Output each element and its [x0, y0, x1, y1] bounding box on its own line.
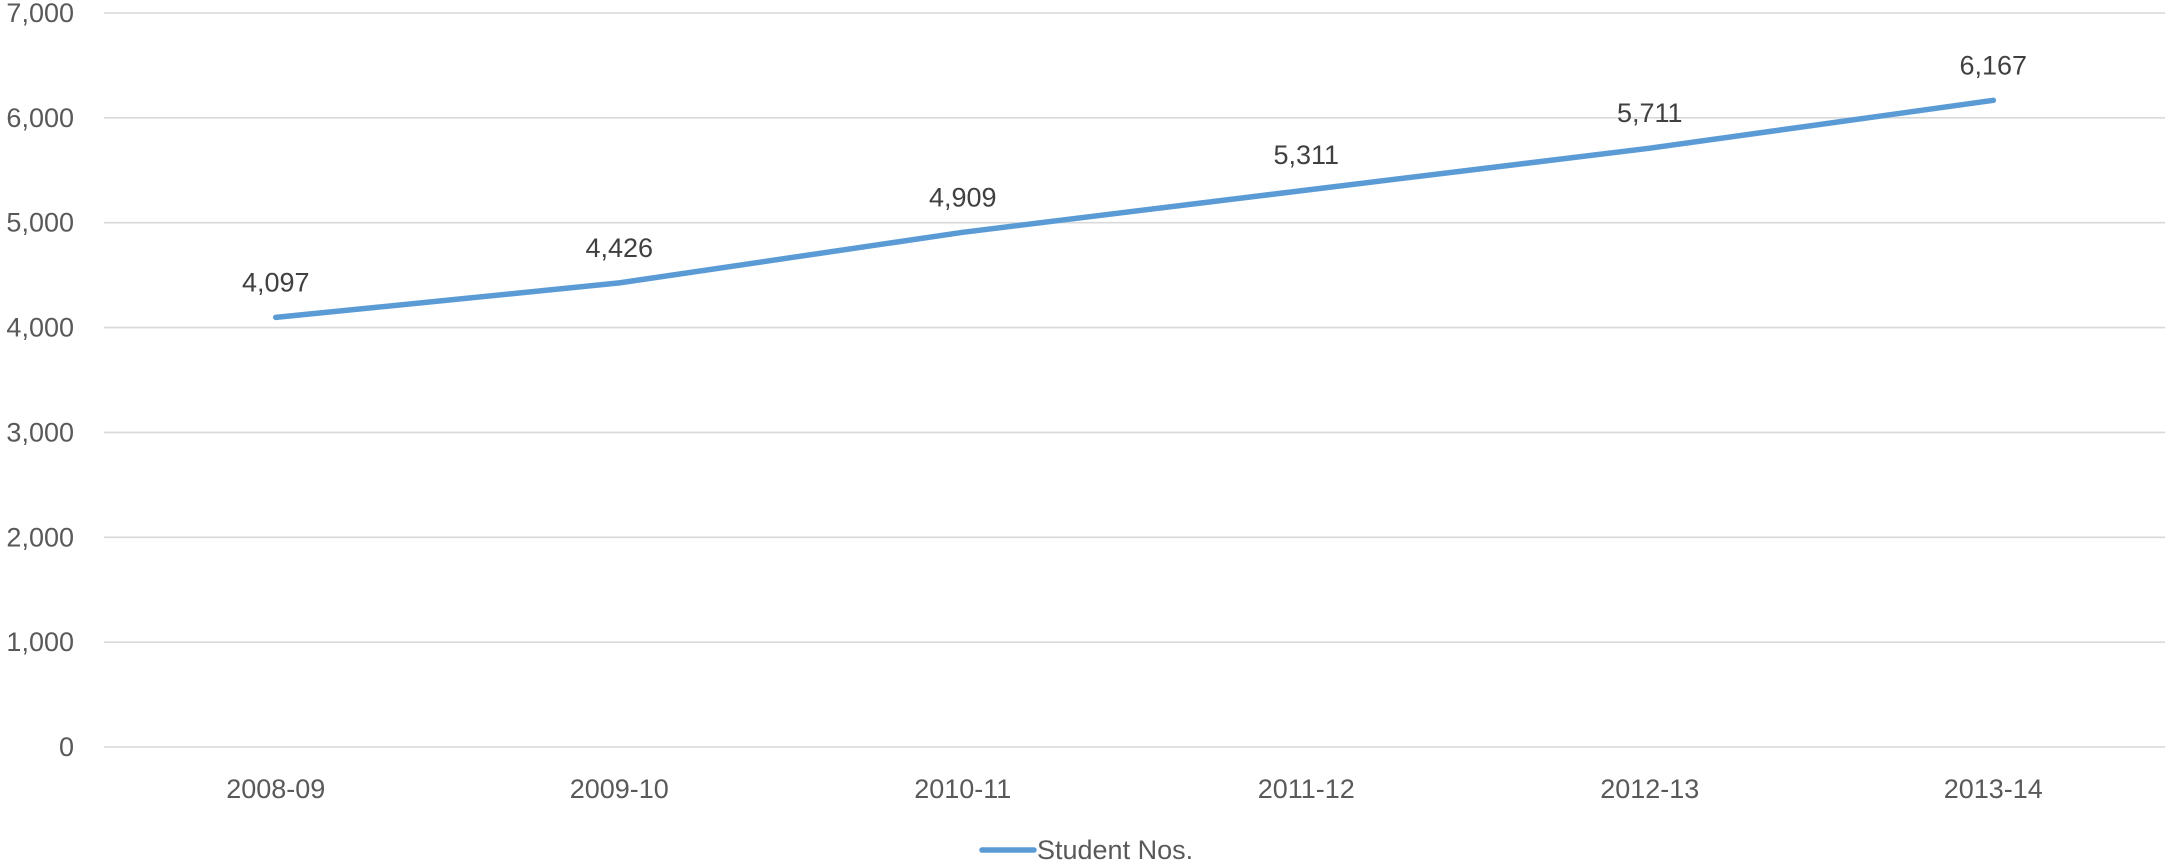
series-student-nos [273, 97, 1997, 321]
x-tick-label: 2008-09 [226, 774, 325, 804]
gridlines [104, 12, 2165, 748]
data-label: 6,167 [1959, 50, 2027, 80]
y-tick-label: 6,000 [6, 103, 74, 133]
series-line [273, 97, 1997, 321]
data-label: 5,711 [1617, 98, 1683, 128]
data-labels: 4,097 4,426 4,909 5,311 5,711 6,167 [242, 50, 2027, 297]
data-label: 4,097 [242, 267, 310, 297]
x-tick-label: 2013-14 [1944, 774, 2043, 804]
data-point [616, 280, 622, 286]
data-point [960, 229, 966, 235]
y-tick-label: 3,000 [6, 417, 74, 447]
y-tick-label: 0 [59, 732, 74, 762]
data-point [1303, 187, 1309, 193]
y-tick-label: 5,000 [6, 208, 74, 238]
data-label: 4,909 [929, 182, 997, 212]
y-tick-label: 4,000 [6, 313, 74, 343]
data-label: 4,426 [585, 233, 653, 263]
x-tick-label: 2009-10 [570, 774, 669, 804]
x-axis-tick-labels: 2008-09 2009-10 2010-11 2011-12 2012-13 2013-… [226, 774, 2043, 804]
data-point [1647, 145, 1653, 151]
y-tick-label: 2,000 [6, 522, 74, 552]
y-axis-tick-labels: 0 1,000 2,000 3,000 4,000 5,000 6,000 7,000 [6, 0, 74, 762]
x-tick-label: 2011-12 [1258, 774, 1355, 804]
data-point [273, 314, 279, 320]
legend: Student Nos. [979, 835, 1193, 865]
x-tick-label: 2012-13 [1600, 774, 1699, 804]
y-tick-label: 7,000 [6, 0, 74, 28]
x-tick-label: 2010-11 [914, 774, 1011, 804]
data-label: 5,311 [1273, 140, 1339, 170]
data-point [1990, 97, 1996, 103]
legend-label: Student Nos. [1037, 835, 1193, 865]
y-tick-label: 1,000 [6, 627, 74, 657]
